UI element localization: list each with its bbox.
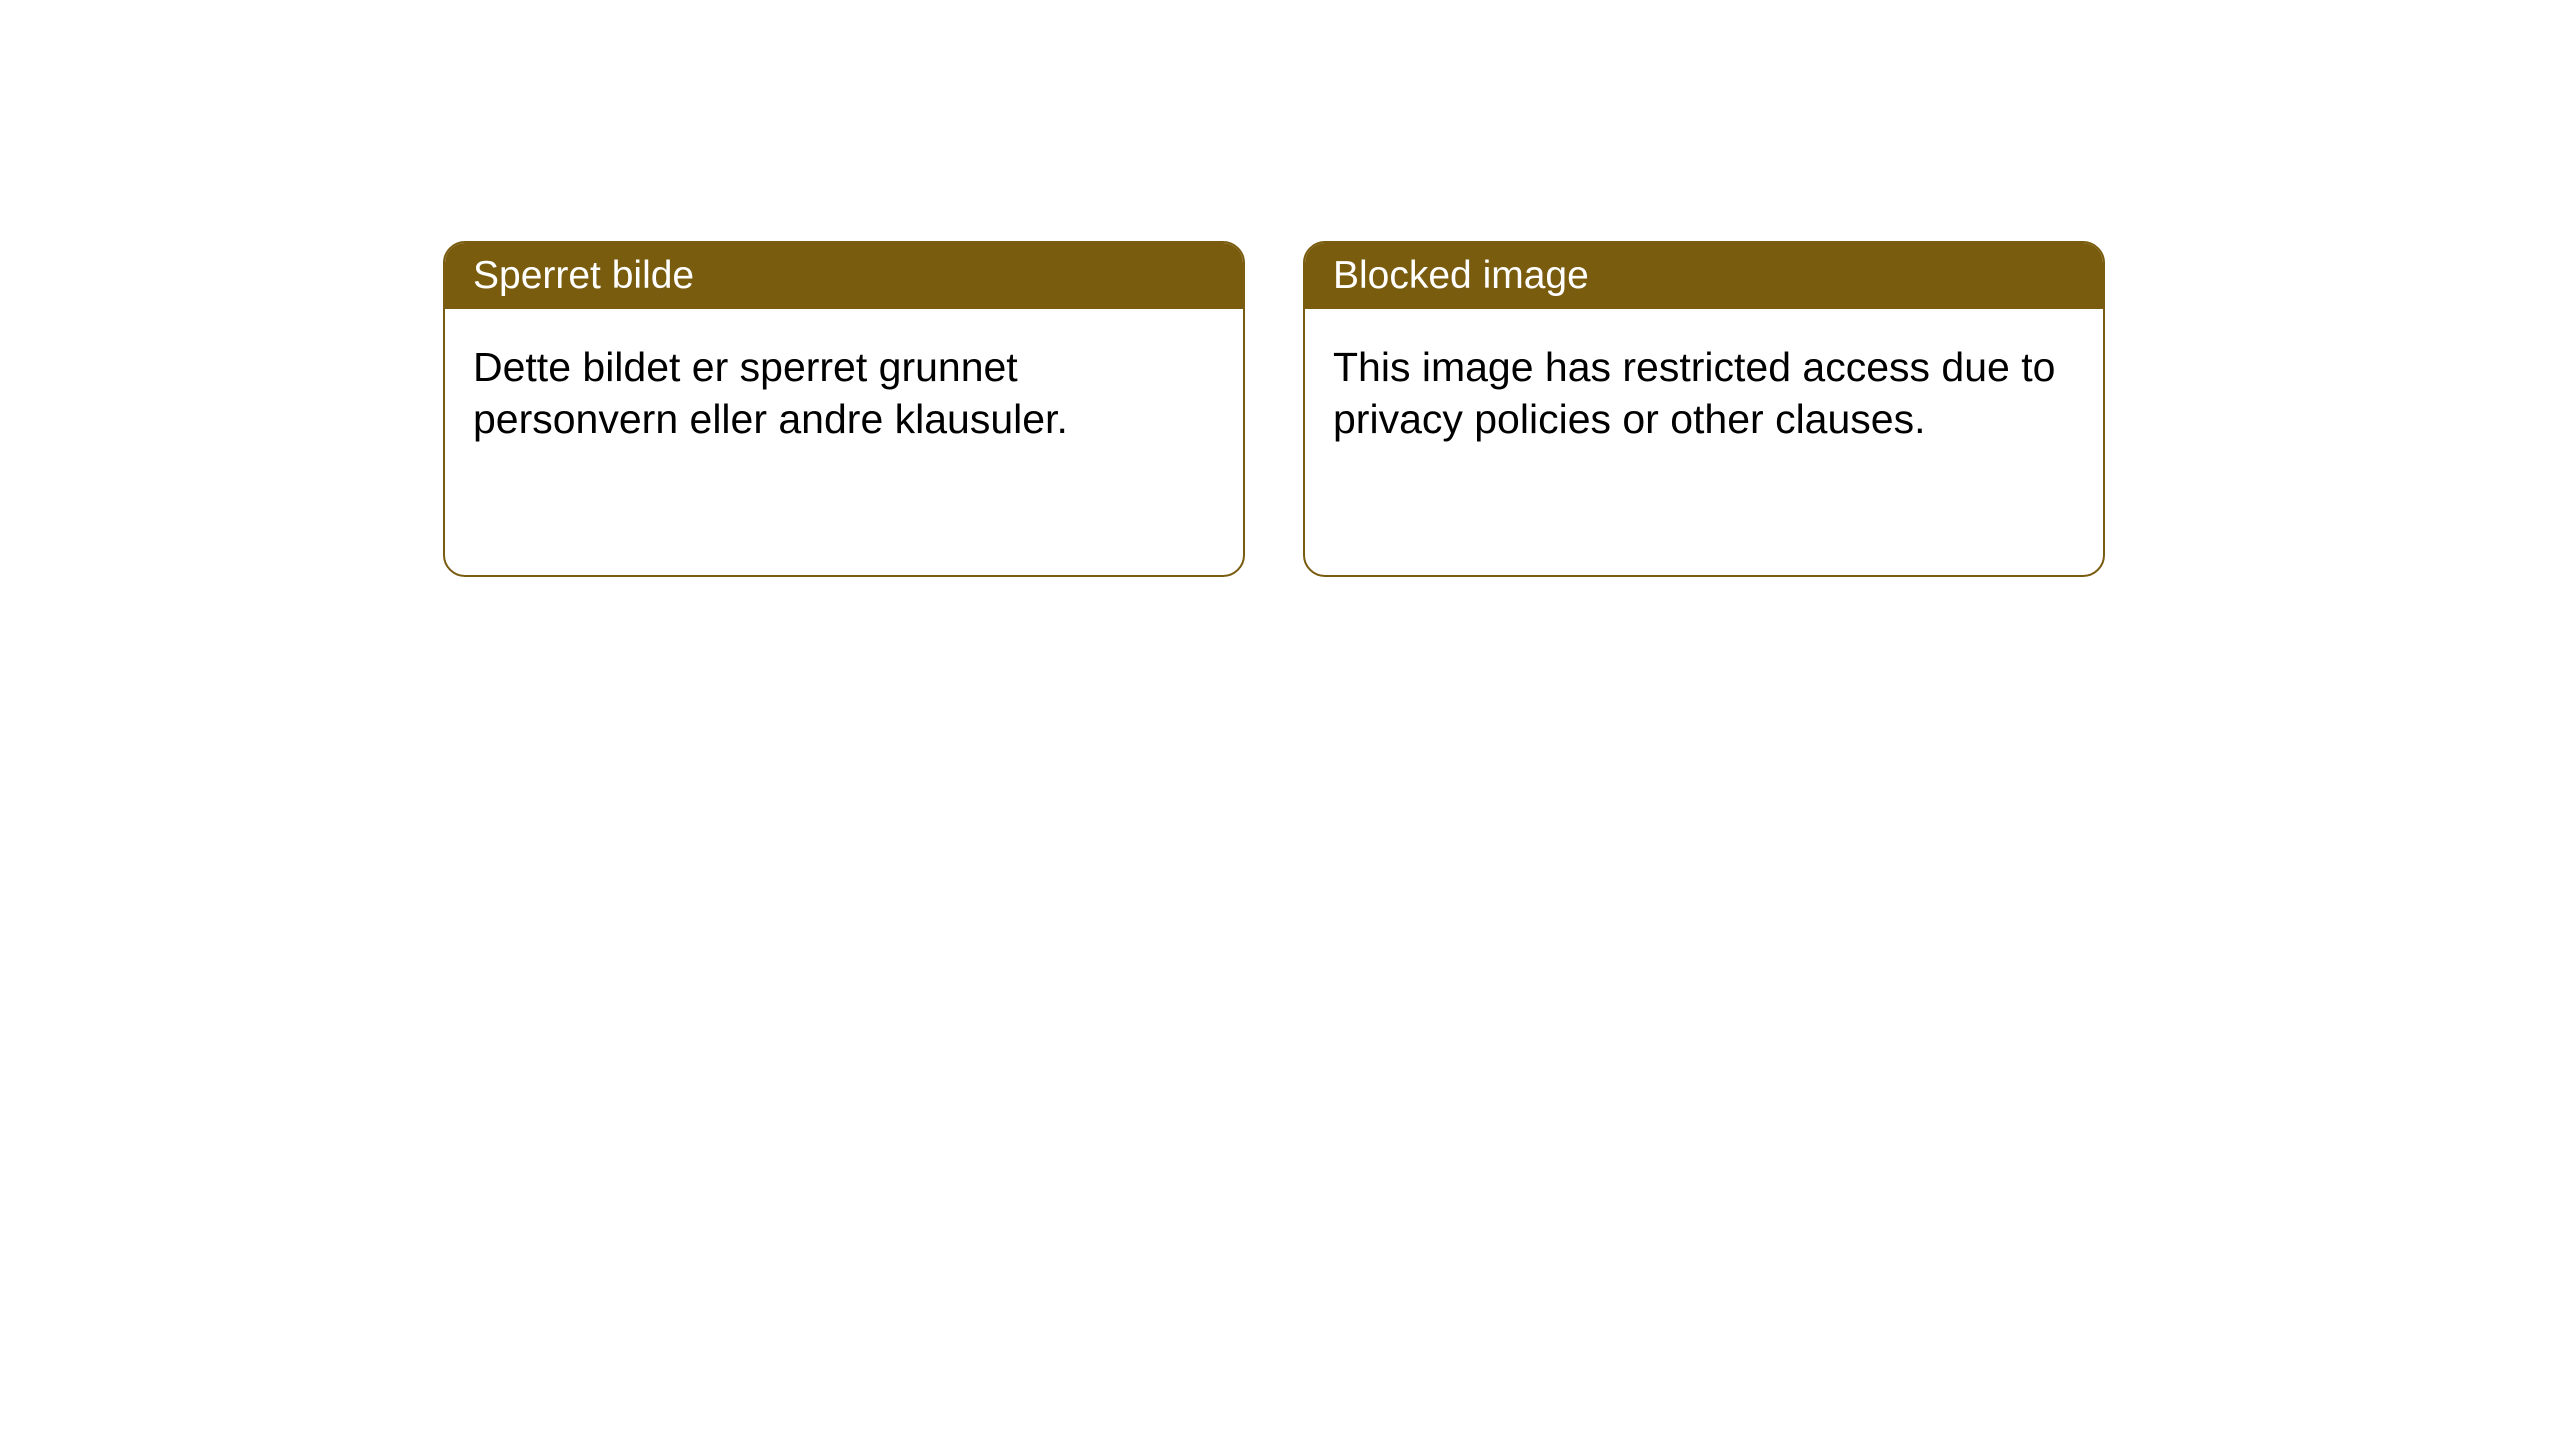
notice-body: Dette bildet er sperret grunnet personve… <box>445 309 1243 478</box>
notice-body: This image has restricted access due to … <box>1305 309 2103 478</box>
notice-container: Sperret bilde Dette bildet er sperret gr… <box>0 0 2560 577</box>
notice-card-norwegian: Sperret bilde Dette bildet er sperret gr… <box>443 241 1245 577</box>
notice-title: Blocked image <box>1305 243 2103 309</box>
notice-title: Sperret bilde <box>445 243 1243 309</box>
notice-card-english: Blocked image This image has restricted … <box>1303 241 2105 577</box>
